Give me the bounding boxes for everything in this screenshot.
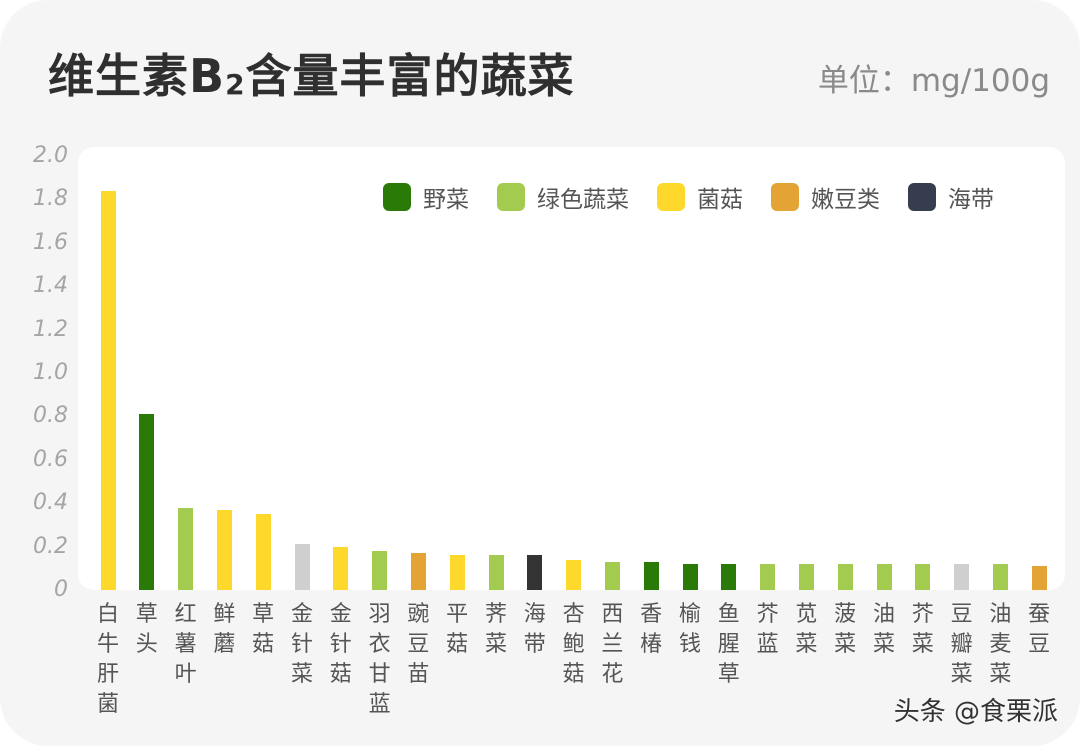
legend-swatch-icon: [497, 183, 525, 211]
y-tick-label: 2.0: [33, 143, 68, 168]
legend-swatch-icon: [383, 183, 411, 211]
y-tick-label: 1.8: [33, 186, 68, 212]
bar: [798, 563, 814, 590]
legend-item: 菌菇: [657, 180, 743, 214]
bar: [837, 563, 853, 590]
x-tick-label: 草菇: [252, 602, 275, 657]
bar: [410, 553, 426, 590]
bar: [294, 544, 310, 590]
x-tick-label: 油菜: [872, 602, 895, 657]
x-tick-label: 金针菇: [329, 602, 352, 687]
watermark: 头条 @食栗派: [893, 697, 1058, 727]
x-tick-label: 金针菜: [290, 602, 313, 687]
bar: [216, 509, 232, 590]
x-tick-label: 杏鲍菇: [562, 602, 585, 687]
legend-item: 野菜: [383, 180, 469, 214]
bar: [178, 507, 194, 590]
x-tick-label: 草头: [135, 602, 158, 657]
y-tick-label: 0.6: [33, 446, 68, 472]
legend-label: 绿色蔬菜: [537, 187, 629, 213]
legend-swatch-icon: [657, 183, 685, 211]
y-tick-label: 0.8: [33, 403, 68, 429]
legend-label: 嫩豆类: [811, 187, 880, 213]
legend-item: 海带: [908, 180, 994, 214]
bar: [255, 514, 271, 590]
x-tick-label: 油麦菜: [989, 602, 1012, 687]
unit-label: 单位：mg/100g: [817, 63, 1050, 99]
x-tick-label: 蚕豆: [1028, 602, 1051, 657]
x-tick-label: 羽衣甘蓝: [368, 602, 391, 717]
legend-item: 嫩豆类: [771, 180, 880, 214]
bar: [992, 563, 1008, 590]
y-tick-label: 1.2: [33, 316, 68, 342]
x-tick-label: 白牛肝菌: [96, 602, 119, 717]
bar: [100, 190, 116, 590]
y-tick-label: 1.4: [33, 273, 68, 299]
bar: [333, 546, 349, 590]
title-main: 维生素B: [48, 49, 226, 103]
y-tick-label: 1.6: [33, 229, 68, 255]
x-tick-label: 红薯叶: [174, 602, 197, 687]
bar: [1031, 566, 1047, 590]
y-tick-label: 0: [54, 577, 68, 602]
x-tick-label: 苋菜: [795, 602, 818, 657]
x-tick-label: 香椿: [640, 602, 663, 657]
bar: [449, 555, 465, 590]
legend-swatch-icon: [771, 183, 799, 211]
bar: [139, 414, 155, 590]
bar: [488, 555, 504, 590]
x-tick-label: 西兰花: [601, 602, 624, 687]
y-tick-label: 0.2: [33, 533, 68, 559]
bar: [372, 550, 388, 590]
legend-label: 野菜: [423, 187, 469, 213]
bar: [604, 561, 620, 590]
plot-area: [78, 147, 1065, 590]
y-tick-label: 1.0: [33, 360, 68, 385]
legend: 野菜 绿色蔬菜 菌菇 嫩豆类 海带: [383, 180, 1022, 214]
legend-label: 菌菇: [697, 187, 743, 213]
bar: [721, 563, 737, 590]
x-tick-label: 鱼腥草: [717, 602, 740, 687]
legend-label: 海带: [948, 187, 994, 213]
bar: [527, 555, 543, 590]
bar: [876, 563, 892, 590]
x-tick-label: 豌豆苗: [407, 602, 430, 687]
x-tick-label: 海带: [523, 602, 546, 657]
y-tick-label: 0.4: [33, 490, 68, 516]
x-tick-label: 平菇: [446, 602, 469, 657]
chart-title: 维生素B2含量丰富的蔬菜: [48, 40, 575, 106]
x-tick-label: 菠菜: [834, 602, 857, 657]
bar: [915, 563, 931, 590]
x-tick-label: 芥菜: [911, 602, 934, 657]
x-tick-label: 鲜蘑: [213, 602, 236, 657]
legend-swatch-icon: [908, 183, 936, 211]
title-subscript: 2: [225, 68, 246, 101]
x-tick-label: 豆瓣菜: [950, 602, 973, 687]
title-rest: 含量丰富的蔬菜: [245, 49, 575, 103]
legend-item: 绿色蔬菜: [497, 180, 629, 214]
bar: [643, 561, 659, 590]
x-tick-label: 芥蓝: [756, 602, 779, 657]
bar: [760, 563, 776, 590]
bar: [566, 559, 582, 590]
x-tick-label: 荠菜: [484, 602, 507, 657]
bar: [954, 563, 970, 590]
x-tick-label: 榆钱: [678, 602, 701, 657]
bar: [682, 563, 698, 590]
